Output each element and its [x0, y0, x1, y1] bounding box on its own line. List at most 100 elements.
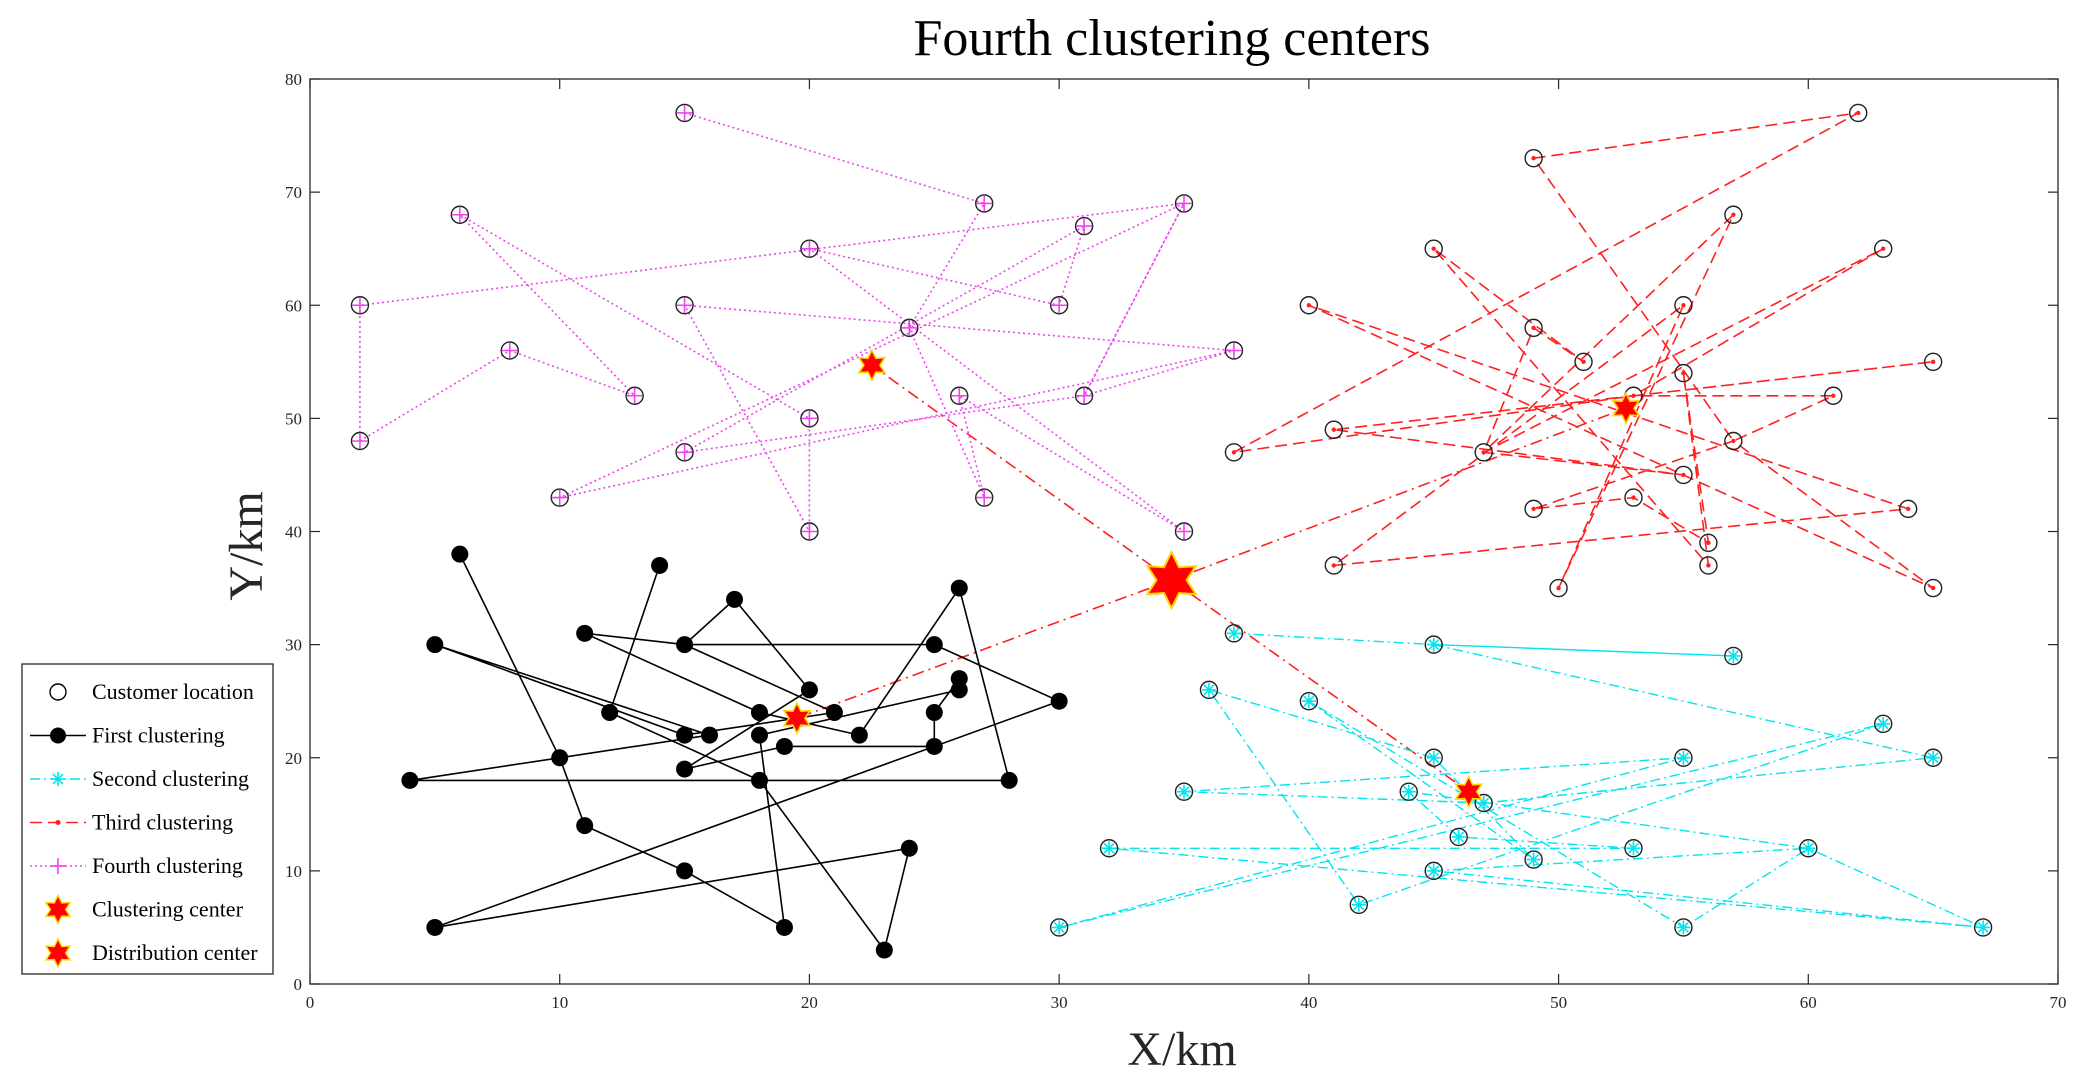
- third-point: [1674, 465, 1693, 485]
- third-point: [1224, 443, 1244, 462]
- customer-ring: [1324, 556, 1344, 575]
- first-point: [925, 737, 943, 755]
- first-point: [701, 726, 719, 744]
- legend-marker: [52, 773, 64, 785]
- customer-ring: [1574, 352, 1593, 372]
- dot-mark: [1556, 585, 1561, 591]
- customer-ring: [1474, 443, 1493, 462]
- legend-label: Fourth clustering: [92, 853, 243, 878]
- first-point: [401, 771, 419, 789]
- third-point: [1699, 556, 1718, 575]
- dot-mark: [1531, 506, 1536, 512]
- dot-mark: [1531, 155, 1536, 161]
- customer-ring: [1699, 556, 1718, 575]
- fourth-point: [975, 194, 994, 213]
- legend-marker: [55, 820, 61, 825]
- y-tick-label: 30: [285, 636, 302, 655]
- third-point: [1524, 499, 1543, 519]
- chart-title: Fourth clustering centers: [914, 10, 1431, 67]
- dot-mark: [1930, 359, 1936, 365]
- asterisk-stroke: [1677, 921, 1689, 933]
- x-tick-label: 60: [1800, 993, 1817, 1012]
- customer-ring: [1724, 431, 1743, 451]
- dot-mark: [1681, 370, 1686, 376]
- dot-mark: [1331, 563, 1337, 568]
- asterisk-stroke: [1802, 842, 1814, 854]
- second-point: [1299, 691, 1319, 711]
- customer-ring: [975, 194, 994, 213]
- customer-ring: [550, 488, 569, 507]
- customer-ring: [675, 103, 694, 123]
- fourth-point: [900, 318, 919, 338]
- customer-ring: [1674, 918, 1693, 937]
- third-point: [1674, 296, 1693, 315]
- asterisk-stroke: [1228, 627, 1240, 639]
- customer-ring: [1524, 318, 1543, 338]
- x-tick-label: 70: [2050, 993, 2067, 1012]
- first-cluster-center-star: [782, 701, 812, 736]
- y-tick-label: 40: [285, 523, 302, 542]
- customer-ring: [1674, 465, 1693, 485]
- x-axis-title: X/km: [1127, 1023, 1236, 1076]
- asterisk-stroke: [1428, 639, 1440, 651]
- asterisk-stroke: [1053, 921, 1065, 933]
- second-point: [1923, 748, 1943, 767]
- third-point: [1424, 239, 1443, 258]
- fourth-point: [500, 341, 519, 360]
- dot-mark: [1881, 246, 1886, 251]
- second-point: [1799, 839, 1818, 858]
- dot-mark: [1681, 303, 1686, 308]
- customer-ring: [1898, 499, 1918, 519]
- second-point: [1474, 793, 1493, 813]
- first-point: [825, 704, 843, 721]
- customer-ring: [1299, 691, 1319, 711]
- third-point: [1873, 239, 1893, 258]
- first-point: [950, 670, 968, 688]
- customer-ring: [1174, 782, 1194, 801]
- second-point: [1099, 839, 1119, 858]
- second-point: [1424, 748, 1443, 767]
- dot-mark: [1431, 246, 1436, 251]
- asterisk-stroke: [1977, 921, 1989, 933]
- legend-entry-fourth: Fourth clustering: [30, 853, 243, 878]
- dot-mark: [1631, 393, 1636, 398]
- third-point: [1849, 103, 1868, 123]
- fourth-point: [800, 522, 819, 541]
- customer-ring: [800, 409, 819, 428]
- customer-ring: [1923, 748, 1943, 767]
- dot-mark: [1306, 303, 1312, 308]
- customer-ring: [1299, 296, 1319, 315]
- x-tick-label: 0: [306, 993, 315, 1012]
- customer-ring: [1474, 793, 1493, 813]
- customer-ring: [1973, 918, 1993, 937]
- fourth-point: [950, 386, 969, 405]
- first-point: [750, 704, 768, 721]
- first-point: [576, 624, 594, 642]
- first-point: [426, 918, 444, 936]
- y-tick-label: 70: [285, 183, 302, 202]
- legend-label: Second clustering: [92, 766, 249, 791]
- customer-ring: [1724, 646, 1743, 666]
- asterisk-stroke: [1927, 752, 1939, 764]
- asterisk-stroke: [1627, 842, 1640, 854]
- legend-entry-third: Third clustering: [30, 810, 233, 835]
- second-point: [1174, 782, 1194, 801]
- center-link-line: [1171, 407, 1627, 581]
- customer-ring: [1849, 103, 1868, 123]
- asterisk-stroke: [1877, 718, 1889, 730]
- customer-ring: [1049, 918, 1069, 937]
- fourth-cluster-center-star: [857, 348, 887, 383]
- customer-ring: [675, 296, 694, 315]
- fourth-point: [800, 409, 819, 428]
- third-point: [1524, 148, 1543, 168]
- legend: Customer location First clustering Second …: [21, 663, 274, 975]
- customer-ring: [1624, 839, 1643, 858]
- customer-ring: [450, 205, 470, 224]
- customer-ring: [1873, 714, 1893, 734]
- second-point: [1724, 646, 1743, 666]
- second-point: [1624, 839, 1643, 858]
- dot-mark: [1831, 393, 1836, 398]
- fourth-point: [675, 103, 694, 123]
- legend-label: Third clustering: [92, 810, 233, 835]
- first-point: [676, 862, 694, 880]
